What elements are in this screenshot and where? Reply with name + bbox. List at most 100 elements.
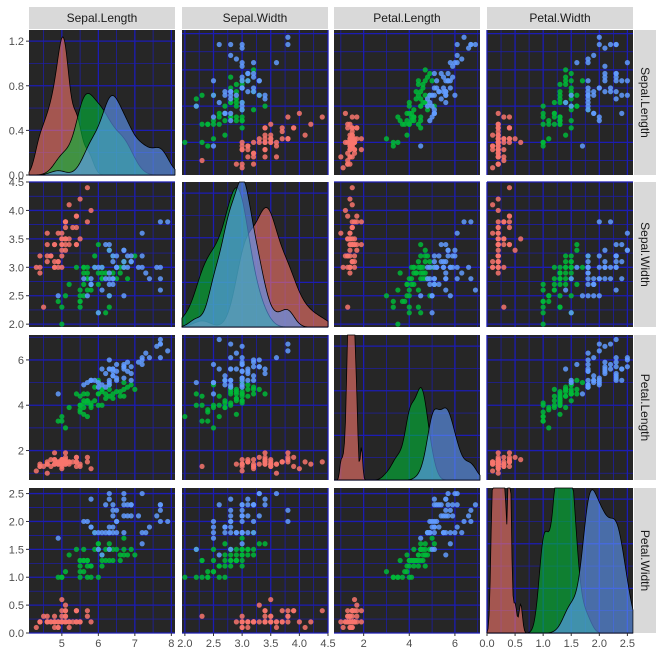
data-point [250, 552, 257, 558]
data-point [585, 293, 591, 299]
data-point [157, 276, 163, 282]
data-point [233, 411, 239, 417]
data-point [66, 624, 72, 631]
data-point [143, 530, 149, 536]
data-point [349, 114, 355, 120]
data-point [596, 85, 602, 91]
data-point [291, 463, 297, 470]
data-point [506, 463, 513, 470]
data-point [44, 259, 50, 265]
data-point [459, 270, 465, 276]
data-point [402, 569, 408, 575]
data-point [193, 402, 199, 408]
data-point [279, 619, 285, 625]
data-point [37, 270, 43, 276]
data-point [557, 304, 563, 310]
data-point [613, 359, 619, 365]
data-point [397, 270, 403, 276]
data-point [233, 386, 239, 392]
data-point [73, 546, 80, 552]
data-point [349, 241, 355, 248]
data-point [546, 298, 552, 305]
data-point [121, 259, 127, 265]
data-point [37, 264, 43, 270]
data-point [447, 264, 453, 270]
data-point [443, 287, 449, 293]
data-point [128, 364, 134, 370]
data-point [157, 518, 163, 525]
data-point [250, 139, 257, 145]
data-point [585, 361, 591, 368]
data-point [245, 89, 251, 95]
data-point [103, 502, 109, 508]
data-point [563, 389, 569, 395]
data-point [454, 41, 460, 48]
data-point [99, 366, 105, 372]
data-point [557, 96, 563, 102]
data-point [99, 530, 105, 536]
data-point [106, 241, 112, 248]
data-point [44, 253, 50, 259]
data-point [128, 546, 134, 552]
data-point [239, 118, 245, 124]
data-point [92, 384, 98, 390]
data-point [591, 276, 597, 282]
data-point [228, 118, 234, 124]
x-tick-label: 1.5 [564, 638, 579, 650]
data-point [563, 253, 569, 259]
data-point [110, 546, 116, 552]
data-point [501, 264, 507, 270]
data-point [205, 574, 211, 580]
data-point [431, 546, 437, 552]
data-point [506, 114, 513, 120]
data-point [268, 463, 274, 470]
data-point [501, 241, 507, 248]
data-point [262, 541, 268, 547]
data-point [459, 56, 465, 62]
data-point [117, 552, 123, 558]
data-point [239, 502, 245, 508]
data-point [239, 507, 245, 513]
data-point [222, 377, 228, 383]
data-point [92, 546, 98, 552]
data-point [106, 304, 112, 310]
data-point [406, 103, 412, 109]
data-point [501, 147, 507, 153]
data-point [88, 466, 94, 472]
data-point [585, 384, 591, 390]
panel-Sepal.Length-vs-Petal.Length [334, 30, 480, 175]
data-point [490, 143, 496, 149]
data-point [585, 85, 591, 91]
data-point [228, 557, 234, 564]
data-point [157, 502, 163, 508]
data-point [468, 41, 474, 48]
data-point [262, 502, 268, 508]
data-point [574, 92, 580, 98]
data-point [44, 470, 50, 476]
data-point [210, 518, 217, 525]
data-point [73, 264, 80, 270]
data-point [354, 247, 360, 253]
data-point [37, 463, 43, 470]
data-point [624, 355, 630, 361]
y-tick-label: 0.0 [9, 170, 24, 182]
data-point [245, 496, 251, 502]
data-point [568, 253, 574, 259]
data-point [424, 107, 431, 113]
data-point [273, 624, 280, 631]
data-point [602, 45, 608, 51]
data-point [596, 118, 602, 124]
data-point [406, 293, 412, 299]
data-point [99, 563, 105, 569]
data-point [245, 530, 251, 536]
y-tick-label: 0.0 [9, 628, 24, 640]
panel-Petal.Width-vs-Sepal.Width [182, 488, 329, 634]
data-point [291, 608, 297, 614]
data-point [216, 121, 222, 127]
data-point [345, 121, 351, 127]
data-point [228, 41, 234, 48]
data-point [285, 457, 291, 463]
data-point [128, 253, 134, 259]
data-point [563, 99, 569, 106]
data-point [62, 602, 69, 608]
